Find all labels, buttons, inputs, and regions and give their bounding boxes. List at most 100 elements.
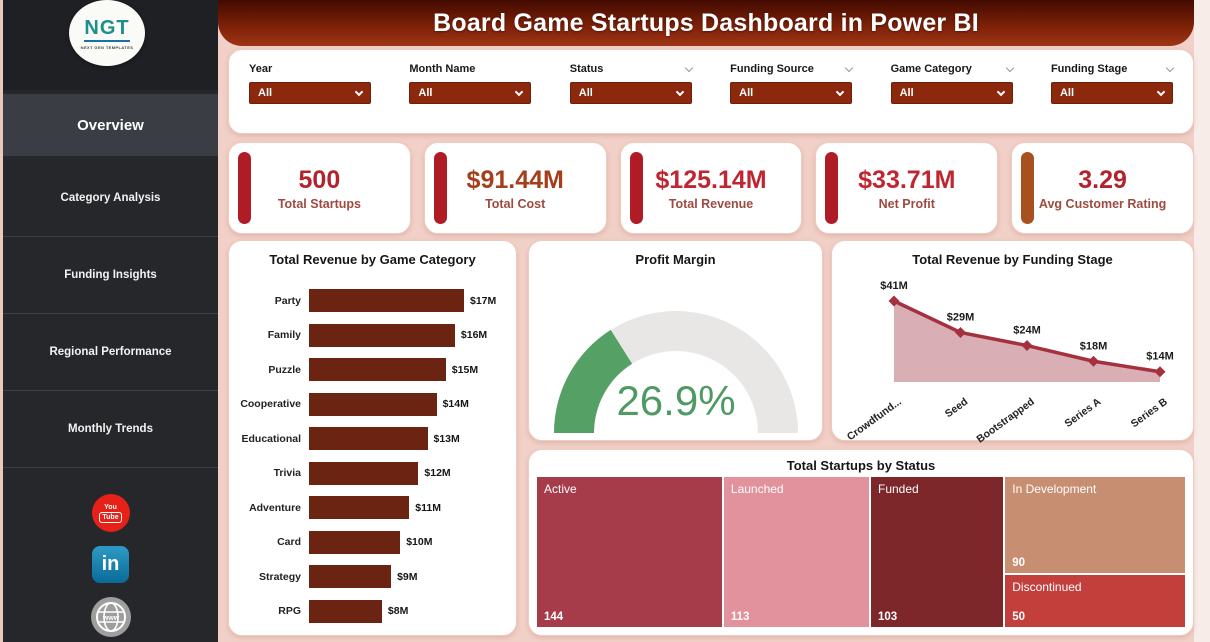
bar-row: Family $16M — [239, 323, 506, 347]
bar-chart-rows: Party $17M Family $16M Puzzle $15M Cooperative… — [239, 289, 506, 623]
sidebar-item-label: Category Analysis — [60, 192, 161, 204]
bar-category-label: Family — [267, 329, 301, 342]
x-axis-category-label: Series A — [1063, 395, 1104, 429]
sidebar-item-category-analysis[interactable]: Category Analysis — [3, 160, 218, 237]
sidebar-item-label: Overview — [77, 116, 144, 134]
bar-category-label: Trivia — [273, 467, 301, 480]
x-axis-category-label: Seed — [943, 396, 970, 420]
slicer-dropdown-status[interactable]: All — [569, 82, 692, 104]
sidebar: NGT NEXT GEN TEMPLATES Overview Category… — [0, 0, 218, 642]
treemap-tiles: Active 144 Launched 113 Funded 103 In Developm… — [537, 477, 1185, 627]
kpi-card-avg-customer-rating[interactable]: 3.29 Avg Customer Rating — [1011, 142, 1194, 234]
gauge-value: 26.9% — [616, 377, 735, 424]
linkedin-icon[interactable]: in — [92, 546, 129, 583]
chart-title: Profit Margin — [635, 252, 716, 267]
kpi-label: Total Startups — [277, 196, 361, 211]
svg-text:www: www — [101, 615, 119, 622]
area-chart-graphic[interactable]: $41M Crowdfund... $29M Seed $24M Bootstrapped… — [832, 241, 1195, 446]
kpi-value: 3.29 — [1078, 165, 1127, 194]
bar-value-label: $14M — [442, 398, 469, 411]
kpi-accent-bar — [1021, 152, 1035, 224]
treemap-tile-launched[interactable]: Launched 113 — [723, 477, 869, 627]
slicer-label: Game Category — [890, 63, 972, 75]
slicer-month-name: Month Name All — [409, 63, 532, 133]
bar[interactable] — [309, 599, 382, 623]
treemap-tile-funded[interactable]: Funded 103 — [870, 477, 1004, 627]
bar-category-label: RPG — [278, 605, 301, 618]
bar-row: Strategy $9M — [239, 565, 506, 589]
bar-row: Card $10M — [239, 530, 506, 554]
chevron-down-icon[interactable] — [1165, 63, 1175, 72]
kpi-card-total-startups[interactable]: 500 Total Startups — [228, 142, 411, 234]
sidebar-item-monthly-trends[interactable]: Monthly Trends — [3, 391, 218, 468]
slicer-dropdown-year[interactable]: All — [249, 82, 371, 104]
data-point-marker[interactable] — [1021, 340, 1033, 352]
bar[interactable] — [309, 427, 428, 451]
slicer-value: All — [739, 87, 754, 99]
sidebar-item-funding-insights[interactable]: Funding Insights — [3, 237, 218, 314]
bar-chart-total-revenue-by-game-category: Total Revenue by Game Category Party $17M… — [228, 240, 517, 636]
chart-title: Total Revenue by Funding Stage — [912, 252, 1113, 267]
bar-track: $9M — [309, 565, 506, 589]
sidebar-item-regional-performance[interactable]: Regional Performance — [3, 314, 218, 391]
sidebar-item-overview[interactable]: Overview — [3, 94, 218, 156]
data-point-marker[interactable] — [1154, 366, 1166, 378]
slicer-label: Status — [569, 63, 604, 75]
treemap-tile-value: 90 — [1012, 557, 1026, 570]
chevron-down-icon[interactable] — [1005, 63, 1014, 72]
gauge-graphic[interactable]: 26.9% — [529, 275, 824, 438]
chevron-down-icon — [515, 87, 524, 96]
bar[interactable] — [309, 289, 464, 312]
treemap-tile-in-development[interactable]: In Development 90 — [1005, 477, 1185, 574]
globe-graphic: www — [95, 602, 126, 632]
bar-track: $11M — [309, 496, 506, 520]
treemap-tile-label: Funded — [877, 482, 919, 496]
kpi-label: Avg Customer Rating — [1038, 196, 1167, 211]
kpi-card-total-revenue[interactable]: $125.14M Total Revenue — [619, 142, 803, 234]
logo-subtext: NEXT GEN TEMPLATES — [80, 44, 134, 50]
linkedin-text: in — [101, 553, 120, 575]
chevron-down-icon[interactable] — [684, 63, 694, 72]
kpi-row: 500 Total Startups $91.44M Total Cost $1… — [228, 142, 1194, 234]
data-point-marker[interactable] — [888, 295, 900, 307]
kpi-card-net-profit[interactable]: $33.71M Net Profit — [815, 142, 999, 234]
bar[interactable] — [309, 392, 437, 416]
bar-category-label: Party — [274, 294, 301, 307]
bar-category-label: Card — [277, 536, 301, 549]
kpi-value: 500 — [298, 165, 341, 194]
bar[interactable] — [309, 530, 401, 554]
chevron-down-icon — [835, 87, 845, 96]
area-chart-total-revenue-by-funding-stage: Total Revenue by Funding Stage $41M Crowd… — [831, 240, 1195, 446]
treemap-tile-active[interactable]: Active 144 — [537, 477, 722, 627]
bar-category-label: Cooperative — [240, 398, 301, 411]
kpi-card-total-cost[interactable]: $91.44M Total Cost — [423, 142, 607, 234]
bar-row: Educational $13M — [239, 427, 506, 451]
bar[interactable] — [309, 461, 419, 485]
data-point-marker[interactable] — [1088, 355, 1099, 367]
bar[interactable] — [309, 496, 410, 520]
kpi-accent-bar — [238, 152, 251, 224]
slicer-dropdown-funding-stage[interactable]: All — [1050, 82, 1173, 104]
youtube-icon[interactable]: You Tube — [91, 494, 130, 532]
bar[interactable] — [309, 323, 455, 347]
slicer-dropdown-funding-source[interactable]: All — [730, 82, 853, 104]
treemap-tile-discontinued[interactable]: Discontinued 50 — [1005, 575, 1185, 627]
slicer-dropdown-game-category[interactable]: All — [890, 82, 1013, 104]
bar[interactable] — [309, 565, 392, 589]
chevron-down-icon — [675, 87, 685, 96]
bar-value-label: $12M — [424, 467, 451, 480]
bar-value-label: $17M — [470, 294, 497, 307]
chevron-down-icon — [1156, 87, 1166, 96]
slicer-status: Status All — [569, 63, 694, 133]
slicer-dropdown-month-name[interactable]: All — [409, 82, 532, 104]
slicer-game-category: Game Category All — [890, 63, 1014, 133]
bar-track: $14M — [309, 392, 506, 416]
slicer-value: All — [578, 87, 593, 99]
website-globe-icon[interactable]: www — [90, 597, 131, 637]
treemap-total-startups-by-status: Total Startups by Status Active 144 Launch… — [528, 449, 1194, 636]
data-point-label: $18M — [1080, 340, 1108, 352]
bar[interactable] — [309, 358, 446, 382]
kpi-accent-bar — [825, 152, 839, 224]
chevron-down-icon[interactable] — [844, 63, 854, 72]
data-point-marker[interactable] — [955, 326, 966, 338]
